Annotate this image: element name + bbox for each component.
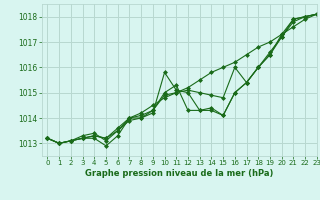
X-axis label: Graphe pression niveau de la mer (hPa): Graphe pression niveau de la mer (hPa) <box>85 169 273 178</box>
